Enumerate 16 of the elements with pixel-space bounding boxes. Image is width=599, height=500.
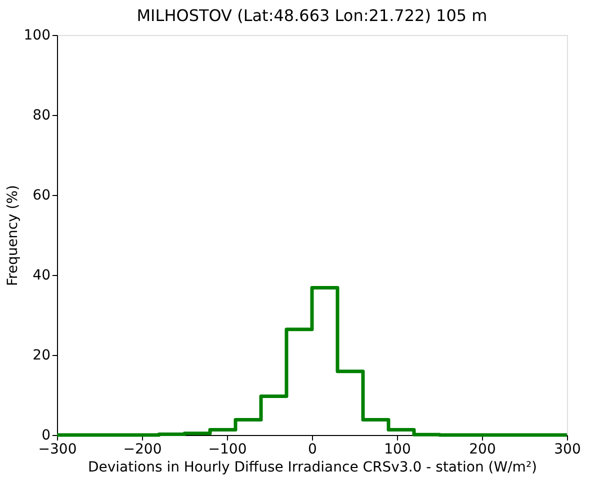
- y-tick-label: 100: [24, 28, 50, 44]
- y-tick-label: 80: [32, 108, 50, 124]
- x-tick-label: −300: [38, 442, 77, 458]
- x-tick-label: 200: [469, 442, 496, 458]
- y-tick-label: 20: [32, 348, 50, 364]
- x-tick-label: 300: [554, 442, 581, 458]
- y-tick-label: 0: [42, 428, 50, 444]
- y-tick-label: 40: [32, 268, 50, 284]
- y-axis-title: Frequency (%): [4, 184, 21, 286]
- x-tick-label: 0: [308, 442, 317, 458]
- chart-title: MILHOSTOV (Lat:48.663 Lon:21.722) 105 m: [136, 6, 488, 25]
- x-tick-label: 100: [384, 442, 411, 458]
- x-tick-label: −200: [123, 442, 162, 458]
- x-tick-label: −100: [208, 442, 247, 458]
- x-axis-title: Deviations in Hourly Diffuse Irradiance CRSv3.0 - station (W/m²): [88, 460, 538, 476]
- y-tick-label: 60: [32, 188, 50, 204]
